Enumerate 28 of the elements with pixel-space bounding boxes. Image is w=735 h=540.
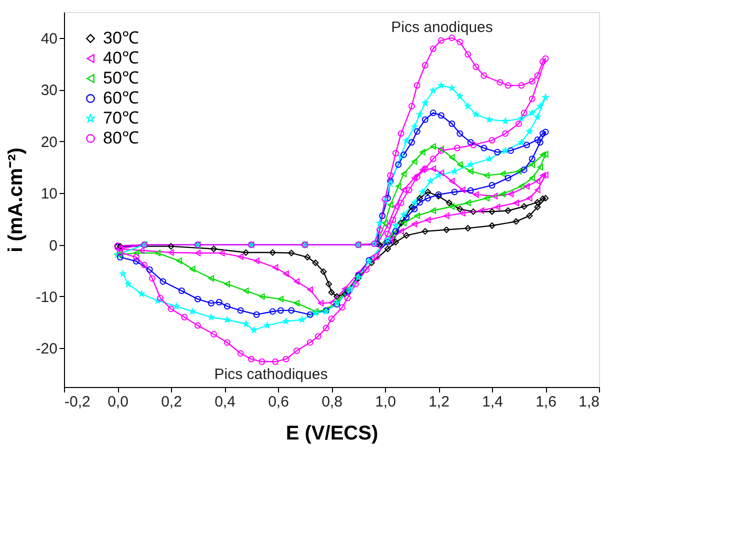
legend-label: 40℃ [103,48,139,68]
y-tick-label: -20 [36,340,58,358]
x-tick-label: 1,4 [482,394,503,410]
x-tick-label: 1,2 [428,394,450,410]
x-tick-label: 1,0 [375,394,396,410]
x-tick-label: 1,6 [536,394,556,410]
x-tick-label: 0,4 [214,394,236,410]
x-tick-label: 0,2 [161,394,182,410]
x-tick-label: 0,0 [108,394,128,410]
y-tick-label: -10 [36,288,58,306]
y-tick-label: 10 [40,186,58,203]
y-tick-label: 30 [40,82,58,100]
y-tick-label: 0 [49,237,58,254]
legend-label: 70℃ [103,108,139,128]
y-tick-label: 40 [40,30,58,48]
x-tick-label: 1,8 [578,394,600,410]
y-axis-title: i (mA.cm⁻²) [4,148,27,252]
annotation: Pics anodiques [391,19,493,36]
legend-label: 30℃ [103,28,139,48]
x-tick-label: -0,2 [64,394,90,410]
x-tick-label: 0,8 [322,394,342,410]
legend-label: 60℃ [103,88,139,108]
x-tick-label: 0,6 [268,394,289,410]
legend-label: 80℃ [103,128,139,148]
x-axis-title: E (V/ECS) [286,422,378,444]
y-tick-label: 20 [40,134,58,151]
legend-label: 50℃ [103,68,139,88]
annotation: Pics cathodiques [214,366,328,383]
